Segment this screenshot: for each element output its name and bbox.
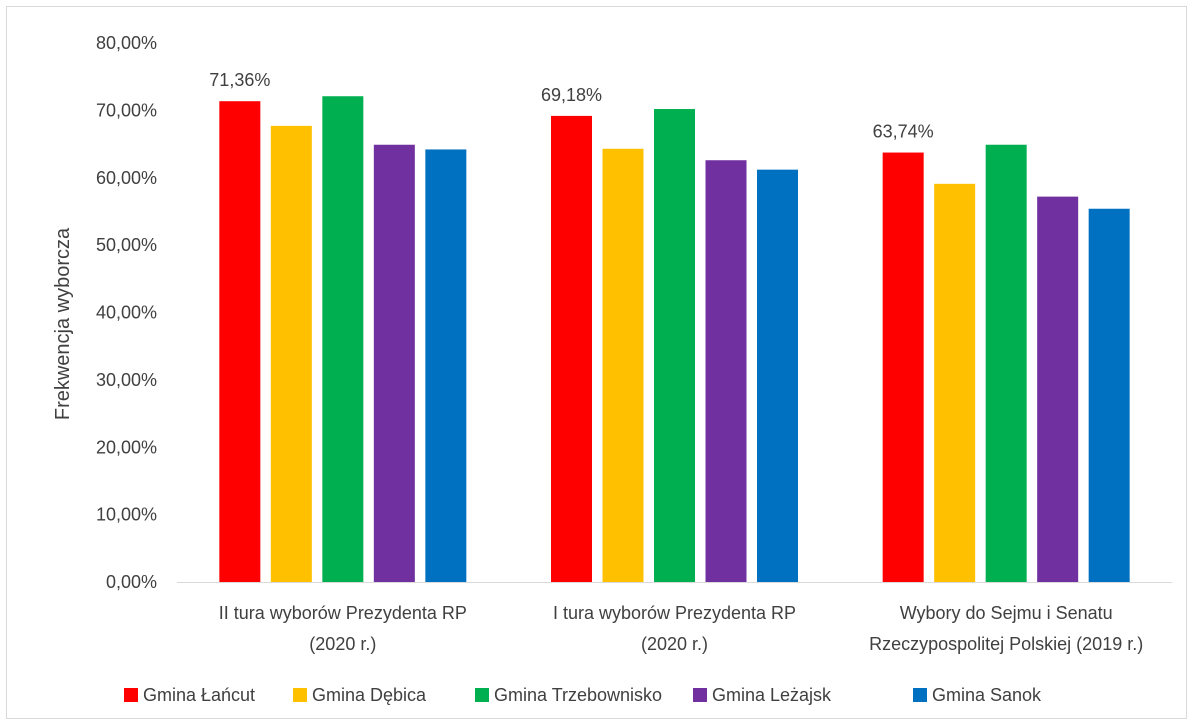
- data-label: 71,36%: [209, 70, 270, 90]
- x-category-label: Rzeczypospolitej Polskiej (2019 r.): [869, 634, 1143, 654]
- y-axis: 0,00% 10,00% 20,00% 30,00% 40,00% 50,00% 60,00…: [96, 33, 157, 592]
- y-tick-label: 10,00%: [96, 505, 157, 525]
- y-tick-label: 20,00%: [96, 437, 157, 457]
- y-tick-label: 60,00%: [96, 168, 157, 188]
- y-axis-title: Frekwencja wyborcza: [52, 227, 74, 420]
- bar-chart: 0,00% 10,00% 20,00% 30,00% 40,00% 50,00% 60,00…: [52, 33, 1172, 705]
- bar: [551, 115, 592, 582]
- bar: [757, 169, 798, 583]
- data-label: 69,18%: [541, 85, 602, 105]
- x-category-label: (2020 r.): [309, 634, 376, 654]
- legend-swatch: [693, 688, 707, 702]
- chart-frame: 0,00% 10,00% 20,00% 30,00% 40,00% 50,00% 60,00…: [6, 6, 1187, 719]
- bar: [934, 183, 976, 582]
- bar: [219, 101, 261, 582]
- x-category-label: II tura wyborów Prezydenta RP: [219, 603, 467, 623]
- y-tick-label: 0,00%: [106, 572, 157, 592]
- legend-label: Gmina Leżajsk: [712, 685, 832, 705]
- legend-swatch: [475, 688, 489, 702]
- legend-label: Gmina Trzebownisko: [494, 685, 662, 705]
- legend-swatch: [124, 688, 138, 702]
- y-tick-label: 70,00%: [96, 100, 157, 120]
- legend-label: Gmina Dębica: [312, 685, 427, 705]
- y-tick-label: 30,00%: [96, 370, 157, 390]
- x-category-label: (2020 r.): [641, 634, 708, 654]
- legend-swatch: [293, 688, 307, 702]
- bar: [705, 160, 747, 583]
- data-label: 63,74%: [873, 122, 934, 142]
- legend-label: Gmina Łańcut: [143, 685, 255, 705]
- x-category-label: I tura wyborów Prezydenta RP: [553, 603, 796, 623]
- bar: [1037, 196, 1079, 583]
- y-tick-label: 40,00%: [96, 303, 157, 323]
- bar: [270, 125, 312, 582]
- legend: Gmina Łańcut Gmina Dębica Gmina Trzebownis…: [124, 685, 1042, 705]
- legend-label: Gmina Sanok: [932, 685, 1042, 705]
- bars: 71,36% 69,18% 63,74%: [209, 70, 1130, 583]
- y-tick-label: 80,00%: [96, 33, 157, 53]
- bar: [654, 109, 695, 582]
- bar: [373, 144, 415, 582]
- x-category-label: Wybory do Sejmu i Senatu: [900, 603, 1113, 623]
- y-tick-label: 50,00%: [96, 235, 157, 255]
- bar: [322, 96, 364, 582]
- bar: [882, 152, 924, 582]
- bar: [1088, 208, 1130, 582]
- bar: [985, 144, 1027, 582]
- bar: [425, 149, 467, 582]
- legend-swatch: [913, 688, 927, 702]
- x-axis: II tura wyborów Prezydenta RP (2020 r.) I …: [177, 582, 1172, 654]
- bar: [602, 148, 644, 582]
